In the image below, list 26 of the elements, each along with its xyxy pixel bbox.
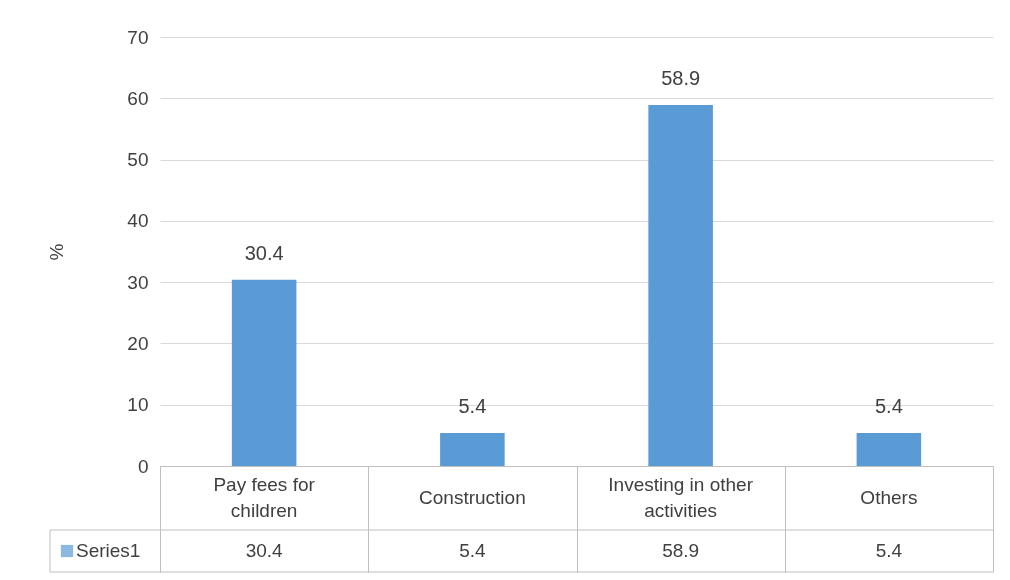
x-tick-label: Pay fees for children [213,474,316,521]
y-tick-label: 60 [127,87,149,109]
y-tick-label: 0 [137,455,149,477]
x-tick-label: Others [860,487,918,508]
annotation: 5.4 [458,394,487,417]
bar [856,432,922,466]
data-label: 30.4 [245,540,284,561]
y-axis-title: % [46,243,68,261]
y-tick-label: 30 [127,271,149,293]
x-tick-label: Construction [419,487,526,508]
annotation: 58.9 [661,67,701,90]
y-tick-label: 10 [127,394,149,416]
annotation: 5.4 [874,394,903,417]
data-label: 5.4 [875,540,903,561]
bar [231,279,297,466]
legend-label: Series1 [76,540,141,561]
annotation: 30.4 [244,241,284,264]
y-tick-label: 20 [127,332,149,354]
y-tick-label: 70 [127,26,149,48]
bar [648,105,713,466]
y-tick-label: 50 [127,149,149,171]
x-tick-label: Investing in other activities [608,474,754,521]
data-label: 5.4 [459,540,487,561]
y-tick-label: 40 [127,210,149,232]
data-label: 58.9 [662,540,700,561]
bar [440,432,505,466]
